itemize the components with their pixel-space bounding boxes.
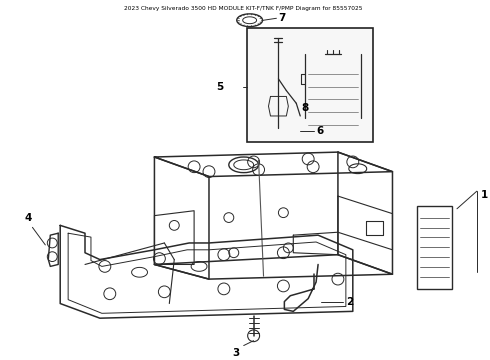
Text: 5: 5 [217,82,224,92]
Text: 3: 3 [232,348,240,359]
Text: 2023 Chevy Silverado 3500 HD MODULE KIT-F/TNK F/PMP Diagram for 85557025: 2023 Chevy Silverado 3500 HD MODULE KIT-… [124,5,363,10]
Text: 4: 4 [25,213,32,224]
Text: 7: 7 [278,13,286,23]
Bar [246,28,372,142]
Text: 1: 1 [481,190,488,200]
Bar [417,206,452,289]
Text: 8: 8 [301,103,309,113]
Text: 2: 2 [346,297,353,307]
Text: 6: 6 [316,126,323,136]
